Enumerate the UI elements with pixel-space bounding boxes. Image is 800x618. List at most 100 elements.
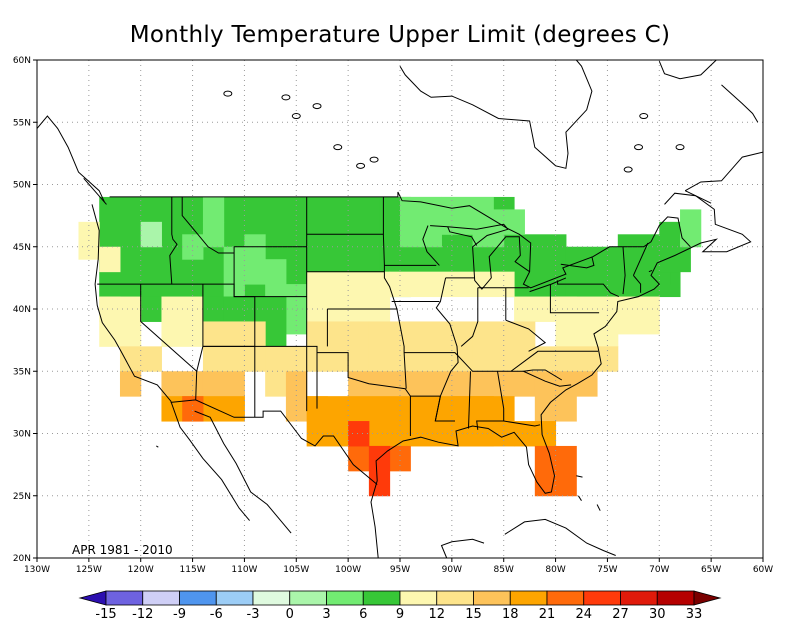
lake-outline (639, 113, 649, 120)
x-tick-label: 115W (180, 565, 206, 575)
lake-outline (623, 166, 633, 173)
grid-cell (368, 321, 474, 372)
coastline-segment (440, 538, 485, 559)
colorbar-label: 33 (686, 607, 703, 618)
colorbar-label: 30 (649, 607, 666, 618)
coastline-segment (36, 115, 105, 203)
y-tick-label: 35N (13, 367, 31, 377)
x-tick-label: 105W (283, 565, 309, 575)
coastline-segment (202, 345, 411, 436)
coastline-segment (633, 275, 642, 293)
lake-outline (281, 94, 291, 101)
colorbar-label: -3 (247, 607, 260, 618)
lake-outline (312, 103, 322, 110)
coastline-segment (140, 284, 198, 372)
coastline-segment (560, 256, 595, 269)
colorbar-segment (620, 590, 658, 606)
x-tick-label: 80W (545, 565, 565, 575)
coastline-segment (399, 59, 593, 169)
x-tick-label: 75W (597, 565, 617, 575)
grid-cell (161, 371, 204, 397)
x-tick-label: 95W (390, 565, 410, 575)
x-tick-label: 100W (335, 565, 361, 575)
grid-cell (202, 196, 225, 223)
colorbar-label: 12 (428, 607, 445, 618)
colorbar-segment (179, 590, 217, 606)
grid-cell (514, 421, 536, 447)
grid-cell (99, 246, 121, 273)
coastline-segment (447, 226, 478, 246)
colorbar: -15 -12 -9 -6 -3 0 3 6 9 12 15 18 21 24 27 30 33 (78, 590, 722, 618)
colorbar-label: 9 (396, 607, 404, 618)
lake-outline (369, 156, 379, 163)
grid-cell (161, 396, 183, 422)
coastline-segment (632, 242, 649, 276)
lake-outline (223, 90, 233, 97)
coastline-segment (109, 191, 691, 289)
grid-cell (119, 371, 142, 397)
colorbar-segment (289, 590, 327, 606)
colorbar-label: 0 (286, 607, 294, 618)
colorbar-segment (362, 590, 401, 606)
graticule (37, 60, 763, 558)
lake-outline (291, 113, 301, 120)
colorbar-label: 27 (612, 607, 629, 618)
colorbar-segment (509, 590, 548, 606)
grid-cell (285, 371, 308, 422)
y-tick-label: 25N (13, 492, 31, 502)
coastline-segment (529, 277, 567, 293)
coastline-segment (684, 151, 764, 192)
coastline-segment (422, 225, 440, 266)
colorbar-arrow-high (693, 590, 722, 606)
temperature-grid (78, 196, 702, 497)
grid-cell (534, 346, 598, 372)
grid-cell (472, 321, 536, 372)
coastline-segment (194, 410, 292, 534)
y-tick-label: 45N (13, 243, 31, 253)
coastline-segment (511, 370, 572, 387)
grid-cell (99, 296, 142, 347)
y-tick-label: 60N (13, 56, 31, 66)
x-tick-label: 85W (494, 565, 514, 575)
grid-cell (576, 371, 598, 397)
colorbar-segment (215, 590, 254, 606)
coastline-segment (370, 192, 752, 559)
colorbar-segment (252, 590, 291, 606)
grid-cell (368, 445, 391, 497)
coastline-segment (454, 350, 599, 372)
x-tick-label: 90W (442, 565, 462, 575)
coastline-segment (156, 445, 159, 448)
y-tick-label: 50N (13, 181, 31, 191)
colorbar-segment (105, 590, 144, 606)
coastline-segment (91, 204, 250, 521)
coastline-segment (170, 399, 378, 485)
grid-cell (348, 445, 370, 472)
coastline-segment (382, 196, 398, 310)
coastline-segment (504, 518, 616, 556)
coastline-segment (435, 277, 459, 397)
coastline-segment (233, 246, 256, 418)
grid-cell (534, 421, 557, 447)
coastline-segment (658, 59, 717, 80)
grid-cell (161, 296, 204, 347)
page-title: Monthly Temperature Upper Limit (degrees… (129, 22, 671, 48)
x-tick-label: 70W (649, 565, 669, 575)
grid-cell (348, 421, 370, 447)
colorbar-label: 15 (465, 607, 482, 618)
coastline-segment (557, 280, 620, 298)
colorbar-label: -12 (132, 607, 153, 618)
coastline-segment (468, 371, 471, 429)
coastline-segment (576, 475, 583, 478)
colorbar-segment (326, 590, 364, 606)
coastline-segment (505, 319, 547, 352)
coastline-segment (434, 395, 441, 422)
coastline-segment (577, 495, 582, 501)
grid-cell (400, 196, 442, 248)
grid-cell (182, 396, 204, 422)
colorbar-segment (399, 590, 438, 606)
coastlines (36, 59, 764, 559)
y-tick-label: 55N (13, 118, 31, 128)
coastline-segment (503, 420, 541, 427)
period-label: APR 1981 - 2010 (72, 543, 173, 557)
lake-outline (333, 144, 343, 151)
